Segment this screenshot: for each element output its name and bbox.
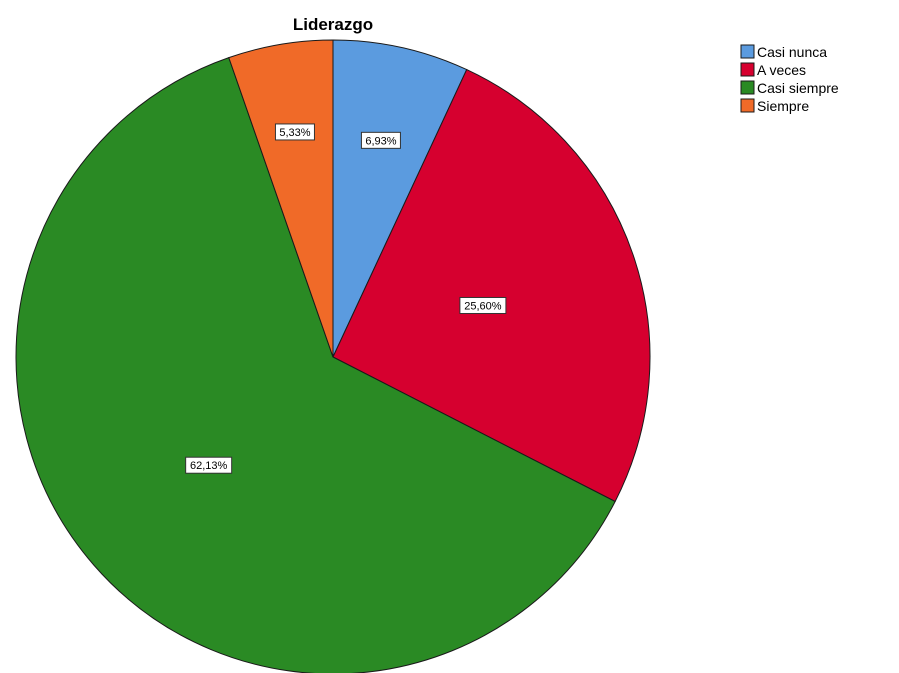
slice-label-box [274,123,315,141]
legend-label: Casi nunca [757,44,827,60]
slice-label-box [360,131,401,149]
legend-item: Casi nunca [740,44,827,60]
slice-label-text: 5,33% [279,127,310,139]
legend-label: Casi siempre [757,80,839,96]
legend-item: Siempre [740,98,809,114]
slice-label: 5,33% [274,123,315,141]
pie-slice-siempre [228,39,334,358]
slice-label: 6,93% [360,131,401,149]
slice-label: 25,60% [459,296,507,314]
legend-item: A veces [740,62,806,78]
slice-label-text: 62,13% [190,460,228,472]
slice-label-text: 6,93% [365,135,396,147]
slice-label-box [185,456,233,474]
pie-slice-a-veces [332,68,651,503]
legend: Casi nunca A veces Casi siempre Siempre [740,44,839,114]
legend-label: A veces [757,62,806,78]
legend-swatch [740,44,755,59]
pie-slice-casi-nunca [332,39,468,358]
slice-labels: 6,93% 25,60% 62,13% 5,33% [185,123,507,474]
slice-label: 62,13% [185,456,233,474]
legend-swatch [740,62,755,77]
legend-item: Casi siempre [740,80,839,96]
pie-slices [15,39,651,673]
slice-label-box [459,296,507,314]
legend-swatch [740,98,755,113]
pie-slice-casi-siempre [15,56,616,673]
chart-title: Liderazgo [293,15,373,34]
slice-label-text: 25,60% [464,300,502,312]
legend-swatch [740,80,755,95]
legend-label: Siempre [757,98,809,114]
